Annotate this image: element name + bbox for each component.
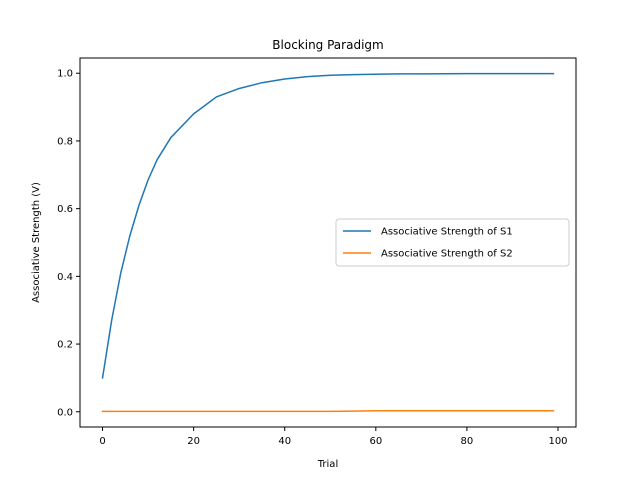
x-axis-label: Trial bbox=[317, 459, 338, 470]
y-tick-label: 0.0 bbox=[57, 407, 73, 418]
x-tick-label: 80 bbox=[461, 436, 474, 447]
series-line-s1 bbox=[101, 72, 555, 379]
y-axis-label: Associative Strength (V) bbox=[31, 182, 42, 303]
x-tick-label: 40 bbox=[278, 436, 291, 447]
y-tick-label: 0.2 bbox=[57, 340, 73, 351]
y-axis-ticks: 0.0 0.2 0.4 0.6 0.8 1.0 bbox=[57, 69, 80, 418]
legend-entry: Associative Strength of S2 bbox=[381, 249, 513, 260]
chart-title: Blocking Paradigm bbox=[272, 38, 383, 52]
legend-entry: Associative Strength of S1 bbox=[381, 227, 513, 238]
y-tick-label: 0.6 bbox=[57, 204, 73, 215]
x-tick-label: 60 bbox=[369, 436, 382, 447]
x-tick-label: 20 bbox=[187, 436, 200, 447]
axes-frame bbox=[79, 57, 577, 428]
series-lines bbox=[101, 72, 555, 413]
legend: Associative Strength of S1 Associative St… bbox=[335, 218, 570, 267]
y-tick-label: 0.8 bbox=[57, 136, 73, 147]
series-line-s2 bbox=[101, 410, 555, 413]
y-tick-label: 0.4 bbox=[57, 272, 73, 283]
legend-box bbox=[335, 218, 570, 267]
x-tick-label: 100 bbox=[548, 436, 567, 447]
x-tick-label: 0 bbox=[99, 436, 105, 447]
y-tick-label: 1.0 bbox=[57, 69, 73, 80]
x-axis-ticks: 0 20 40 60 80 100 bbox=[99, 427, 568, 447]
